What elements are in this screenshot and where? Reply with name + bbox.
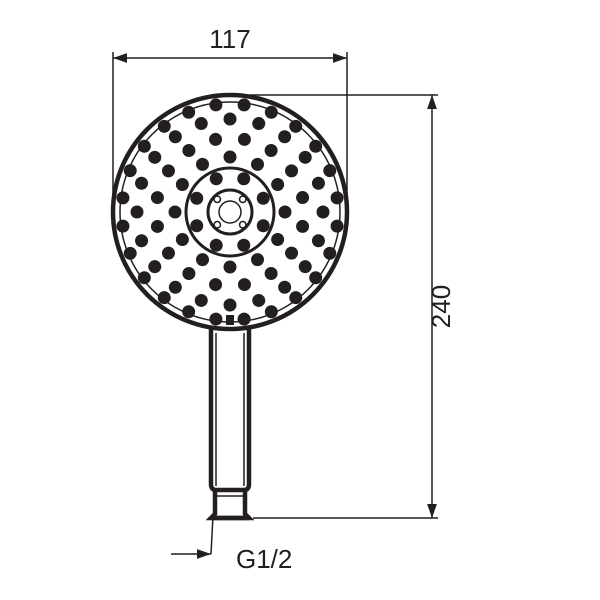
technical-drawing: 117 240 G1/2 (0, 0, 600, 600)
nozzle (252, 294, 265, 307)
nozzle (135, 234, 148, 247)
nozzle (312, 177, 325, 190)
nozzle (271, 233, 284, 246)
hub-bore (219, 201, 241, 223)
nozzle (265, 144, 278, 157)
nozzle (176, 233, 189, 246)
nozzle (162, 164, 175, 177)
dim-width-label: 117 (209, 24, 250, 54)
dim-thread-label: G1/2 (236, 544, 292, 574)
hub-bolt (240, 196, 246, 202)
nozzle (138, 271, 151, 284)
nozzle (238, 278, 251, 291)
thread-fitting (211, 490, 249, 518)
nozzle (252, 117, 265, 130)
hub-bolt (240, 222, 246, 228)
nozzle (289, 120, 302, 133)
head-outer-circle (113, 95, 347, 329)
nozzle (182, 106, 195, 119)
nozzle (265, 305, 278, 318)
nozzle (151, 220, 164, 233)
nozzle (323, 164, 336, 177)
nozzle (209, 278, 222, 291)
nozzle (257, 219, 270, 232)
nozzle (182, 144, 195, 157)
nozzle (238, 133, 251, 146)
nozzle (331, 220, 344, 233)
handle-notch (226, 315, 234, 325)
nozzle (224, 113, 237, 126)
nozzle (190, 192, 203, 205)
head-face-circle (120, 102, 340, 322)
nozzle (251, 158, 264, 171)
nozzle (209, 313, 222, 326)
nozzle (116, 191, 129, 204)
nozzle (190, 219, 203, 232)
nozzle (196, 158, 209, 171)
nozzle (278, 130, 291, 143)
nozzle (138, 140, 151, 153)
nozzle (285, 247, 298, 260)
nozzle (158, 120, 171, 133)
nozzle (237, 172, 250, 185)
nozzle (224, 151, 237, 164)
nozzle (158, 291, 171, 304)
nozzle (312, 234, 325, 247)
nozzle (296, 220, 309, 233)
nozzle (331, 191, 344, 204)
nozzle (195, 294, 208, 307)
nozzle (224, 299, 237, 312)
nozzle (224, 261, 237, 274)
nozzle (116, 220, 129, 233)
nozzle (265, 106, 278, 119)
nozzle (289, 291, 302, 304)
nozzle (148, 151, 161, 164)
nozzle (237, 239, 250, 252)
nozzle (238, 313, 251, 326)
nozzle (182, 305, 195, 318)
nozzle (271, 178, 284, 191)
nozzle (148, 260, 161, 273)
nozzle (296, 191, 309, 204)
nozzle (182, 267, 195, 280)
nozzle (209, 133, 222, 146)
nozzle (176, 178, 189, 191)
nozzle (209, 98, 222, 111)
hub-ring (186, 168, 274, 256)
nozzle (162, 247, 175, 260)
nozzle (169, 206, 182, 219)
nozzle (210, 172, 223, 185)
hub-bolt (214, 196, 220, 202)
nozzle (169, 130, 182, 143)
nozzle (299, 151, 312, 164)
nozzle (265, 267, 278, 280)
nozzle (210, 239, 223, 252)
nozzle (124, 247, 137, 260)
nozzle (238, 98, 251, 111)
nozzle (151, 191, 164, 204)
nozzle (323, 247, 336, 260)
nozzle (309, 271, 322, 284)
nozzle (278, 281, 291, 294)
nozzle (285, 164, 298, 177)
nozzle (124, 164, 137, 177)
nozzle (251, 253, 264, 266)
nozzle (299, 260, 312, 273)
nozzle (195, 117, 208, 130)
nozzle (169, 281, 182, 294)
nozzle (135, 177, 148, 190)
nozzle (309, 140, 322, 153)
nozzle (257, 192, 270, 205)
nozzle (279, 206, 292, 219)
nozzle (196, 253, 209, 266)
nozzle (317, 206, 330, 219)
hub-bolt (214, 222, 220, 228)
nozzle (131, 206, 144, 219)
dim-height-label: 240 (426, 285, 456, 328)
